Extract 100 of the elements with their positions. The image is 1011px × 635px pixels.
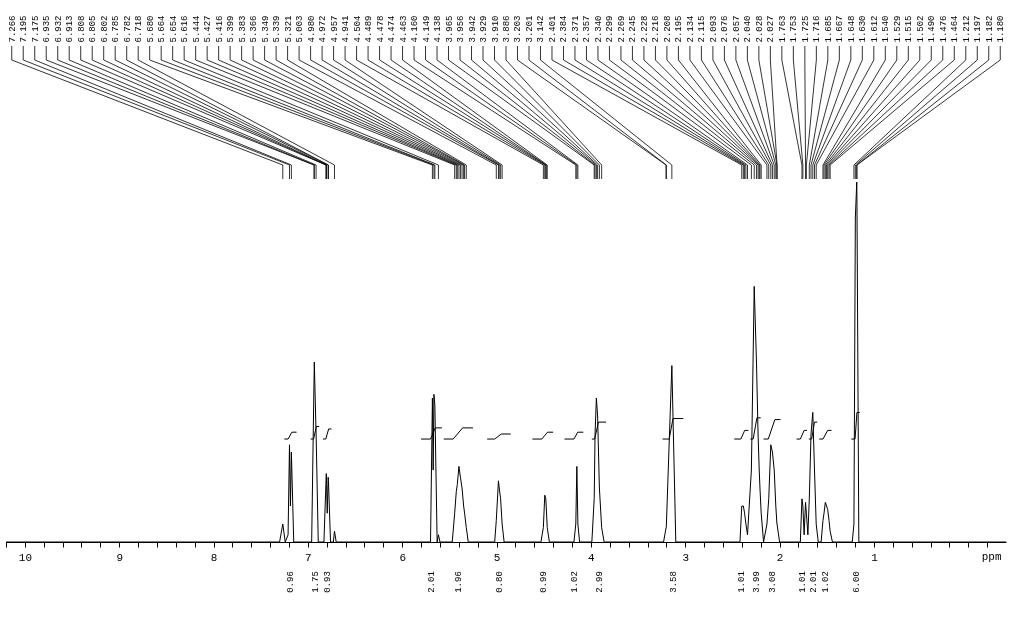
text: 0.80 [494,571,505,593]
annotation: 4.941 [341,15,352,43]
annotation: 4.478 [375,15,386,43]
annotation: 1.180 [996,15,1007,43]
text: 1.01 [737,571,748,593]
annotation: 3.956 [456,15,467,43]
annotation: 4.980 [306,15,317,43]
annotation: 6.718 [134,15,145,43]
annotation: 1.197 [973,15,984,43]
annotation: 2.093 [708,15,719,43]
annotation: 2.357 [582,15,593,43]
annotation: 1.515 [904,15,915,43]
annotation: 4.474 [387,15,398,43]
annotation: 7.175 [30,15,41,43]
x-tick-label: 5 [493,551,501,564]
annotation: 2.245 [628,15,639,43]
text: 3.08 [768,571,779,593]
annotation: 3.942 [467,15,478,43]
annotation: 4.489 [364,15,375,43]
x-tick-label: 9 [116,551,124,564]
annotation: 2.228 [639,15,650,43]
annotation: 2.195 [674,15,685,43]
text: 2.99 [594,571,605,593]
annotation: 3.886 [502,15,512,43]
annotation: 5.383 [237,15,248,43]
x-tick-label: 8 [210,551,218,564]
annotation: 4.504 [352,15,363,43]
x-axis-title: ppm [981,550,1002,563]
annotation: 1.182 [984,15,995,43]
annotation: 6.805 [88,15,99,43]
annotation: 5.003 [295,15,306,43]
annotation: 1.753 [789,15,800,43]
x-tick-label: 10 [18,551,32,564]
annotation: 2.340 [593,15,604,43]
annotation: 6.785 [111,15,122,43]
annotation: 1.716 [812,15,823,43]
annotation: 6.932 [53,15,64,43]
annotation: 2.401 [547,15,558,43]
text: 2.01 [427,571,438,593]
annotation: 1.685 [823,15,834,43]
annotation: 5.366 [249,15,260,43]
annotation: 3.201 [524,15,535,43]
annotation: 7.195 [19,15,30,43]
annotation: 5.427 [203,15,214,43]
annotation: 4.972 [318,15,329,43]
annotation: 3.965 [444,15,455,43]
text: 1.02 [569,571,580,593]
annotation: 7.266 [7,15,18,43]
annotation: 2.027 [766,15,777,43]
x-tick-label: 7 [305,551,312,564]
annotation: 5.616 [180,15,191,43]
annotation: 3.142 [536,15,547,43]
x-tick-label: 4 [588,551,596,564]
annotation: 2.115 [697,15,708,43]
x-tick-label: 2 [776,551,784,564]
text: 1.01 [797,571,808,593]
annotation: 1.476 [938,15,949,43]
annotation: 1.725 [800,15,811,43]
text: 2.01 [809,571,820,593]
x-tick-label: 1 [871,551,879,564]
text: 3.58 [668,571,679,593]
annotation: 5.399 [226,15,237,43]
annotation: 1.612 [869,15,880,43]
annotation: 5.680 [145,15,156,43]
annotation: 2.216 [651,15,662,43]
annotation: 4.138 [433,15,444,43]
annotation: 2.299 [605,15,616,43]
annotation: 2.134 [685,15,696,43]
annotation: 2.208 [662,15,673,43]
annotation: 6.913 [65,15,76,43]
annotation: 2.269 [616,15,627,43]
x-tick-label: 6 [399,551,407,564]
text: 3.99 [751,571,762,593]
annotation: 5.349 [260,15,271,43]
annotation: 2.076 [720,15,731,43]
annotation: 5.654 [168,15,179,43]
annotation: 5.664 [157,15,168,43]
annotation: 3.203 [513,15,524,43]
annotation: 1.540 [881,15,892,43]
annotation: 6.802 [99,15,110,43]
annotation: 6.808 [76,15,87,43]
annotation: 1.464 [950,15,961,43]
text: 0.99 [538,571,549,593]
annotation: 4.957 [329,15,340,43]
annotation: 1.667 [835,15,846,43]
annotation: 6.935 [42,15,53,43]
annotation: 5.339 [272,15,283,43]
annotation: 4.149 [421,15,432,43]
annotation: 2.040 [743,15,754,43]
text: 1.02 [821,571,832,593]
annotation: 1.763 [777,15,788,43]
annotation: 5.444 [191,15,202,43]
annotation: 1.630 [858,15,869,43]
annotation: 4.463 [398,15,409,43]
text: 1.75 [310,571,321,593]
annotation: 1.502 [915,15,926,43]
x-tick-label: 3 [682,551,690,564]
annotation: 5.321 [283,15,294,43]
annotation: 3.929 [479,15,490,43]
annotation: 4.160 [410,15,421,43]
